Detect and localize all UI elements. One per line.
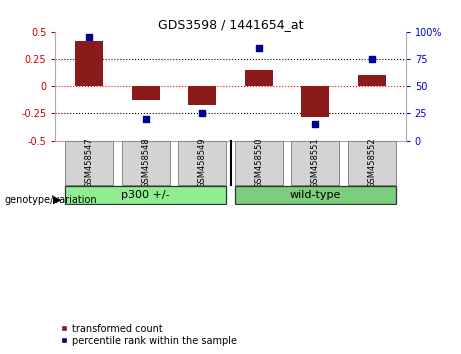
Title: GDS3598 / 1441654_at: GDS3598 / 1441654_at xyxy=(158,18,303,31)
Text: wild-type: wild-type xyxy=(290,190,341,200)
Text: GSM458547: GSM458547 xyxy=(85,137,94,188)
FancyBboxPatch shape xyxy=(291,141,339,185)
Text: p300 +/-: p300 +/- xyxy=(121,190,170,200)
Bar xyxy=(75,41,103,86)
Point xyxy=(255,45,262,51)
Bar xyxy=(131,86,160,101)
FancyBboxPatch shape xyxy=(235,186,396,204)
FancyBboxPatch shape xyxy=(348,141,396,185)
Point xyxy=(312,121,319,127)
Legend: transformed count, percentile rank within the sample: transformed count, percentile rank withi… xyxy=(60,324,237,346)
Point xyxy=(368,56,375,62)
FancyBboxPatch shape xyxy=(65,141,113,185)
Text: GSM458549: GSM458549 xyxy=(198,137,207,188)
Text: GSM458552: GSM458552 xyxy=(367,137,376,188)
Point xyxy=(142,116,149,122)
Bar xyxy=(188,86,216,105)
Bar xyxy=(358,75,386,86)
FancyBboxPatch shape xyxy=(65,186,226,204)
Text: GSM458551: GSM458551 xyxy=(311,137,320,188)
Text: ▶: ▶ xyxy=(53,195,61,205)
Point xyxy=(86,34,93,40)
FancyBboxPatch shape xyxy=(178,141,226,185)
Text: GSM458548: GSM458548 xyxy=(141,137,150,188)
Text: GSM458550: GSM458550 xyxy=(254,137,263,188)
FancyBboxPatch shape xyxy=(235,141,283,185)
Text: genotype/variation: genotype/variation xyxy=(5,195,97,205)
Bar xyxy=(301,86,330,117)
Point xyxy=(199,111,206,116)
FancyBboxPatch shape xyxy=(122,141,170,185)
Bar xyxy=(245,70,273,86)
